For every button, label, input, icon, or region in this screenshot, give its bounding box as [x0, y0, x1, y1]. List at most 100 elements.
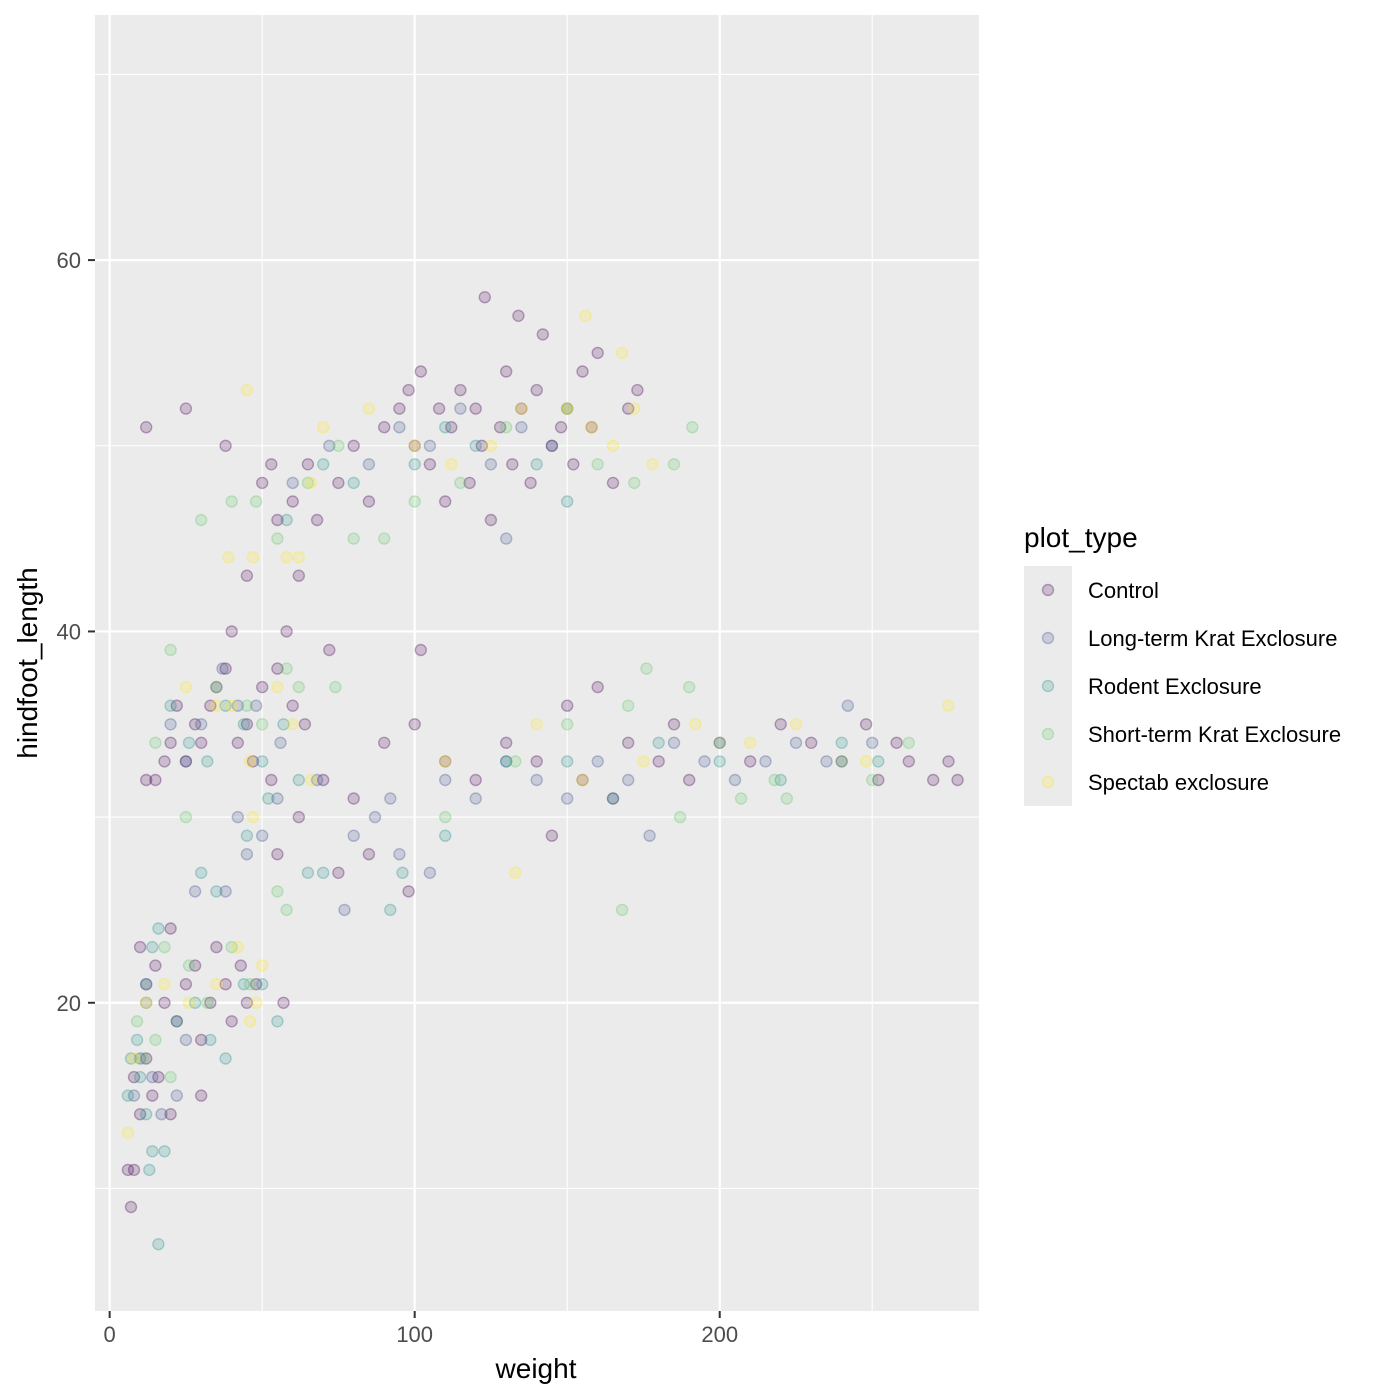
- data-point: [622, 736, 635, 749]
- data-point: [304, 476, 318, 490]
- data-point: [317, 458, 330, 471]
- data-point: [667, 718, 681, 731]
- data-point: [152, 1237, 165, 1251]
- data-point: [246, 810, 260, 824]
- data-point: [188, 996, 202, 1009]
- data-point: [469, 402, 482, 415]
- data-point: [484, 439, 498, 452]
- data-point: [332, 439, 345, 452]
- data-point: [622, 402, 635, 415]
- data-point: [271, 792, 284, 805]
- scatter-points: [121, 291, 964, 1251]
- data-point: [271, 848, 284, 861]
- data-point: [509, 755, 522, 768]
- axes: 0 100 200 20 40 60: [57, 248, 739, 1347]
- legend-key-point: [1041, 631, 1055, 645]
- data-point: [561, 402, 574, 415]
- data-point: [240, 699, 254, 712]
- data-point: [292, 773, 305, 787]
- data-point: [384, 792, 397, 805]
- data-point: [139, 1052, 153, 1065]
- data-point: [292, 810, 305, 824]
- data-point: [393, 848, 406, 861]
- data-point: [332, 476, 345, 490]
- data-point: [902, 755, 915, 768]
- data-point: [686, 421, 699, 434]
- data-point: [231, 810, 245, 824]
- data-point: [567, 458, 580, 471]
- data-point: [423, 866, 437, 879]
- data-point: [789, 718, 803, 731]
- data-point: [124, 1200, 138, 1214]
- legend-keys: Control Long-term Krat Exclosure Rodent Ex…: [1041, 578, 1341, 795]
- data-point: [127, 1089, 141, 1102]
- data-point: [805, 736, 818, 749]
- data-point: [265, 773, 278, 787]
- data-point: [286, 718, 299, 731]
- y-tick-label: 60: [57, 248, 81, 273]
- data-point: [408, 458, 421, 471]
- data-point: [713, 736, 726, 749]
- data-point: [454, 476, 467, 490]
- data-point: [201, 755, 214, 768]
- data-point: [332, 866, 345, 879]
- data-point: [121, 1089, 135, 1102]
- data-point: [146, 940, 159, 954]
- data-point: [713, 736, 726, 749]
- data-point: [164, 1070, 177, 1084]
- data-point: [890, 736, 903, 749]
- data-point: [240, 569, 254, 582]
- series-short-term-krat-exclosure: [130, 402, 915, 1084]
- data-point: [362, 848, 376, 861]
- data-point: [579, 309, 592, 322]
- data-point: [182, 959, 196, 972]
- data-point: [256, 718, 269, 731]
- data-point: [265, 458, 278, 471]
- data-point: [317, 773, 330, 787]
- data-point: [271, 662, 284, 675]
- data-point: [133, 940, 147, 954]
- data-point: [734, 792, 748, 805]
- data-point: [164, 643, 177, 657]
- data-point: [646, 458, 659, 471]
- data-point: [478, 291, 491, 304]
- data-point: [615, 903, 629, 917]
- data-point: [927, 773, 940, 787]
- data-point: [530, 383, 543, 397]
- data-point: [158, 940, 171, 954]
- data-point: [561, 755, 574, 768]
- plot-panel: [95, 15, 979, 1311]
- data-point: [237, 718, 251, 731]
- data-point: [256, 959, 269, 972]
- data-point: [164, 718, 177, 731]
- data-point: [292, 680, 305, 694]
- data-point: [292, 569, 305, 582]
- data-point: [622, 773, 635, 787]
- data-point: [606, 439, 620, 452]
- data-point: [530, 773, 543, 787]
- data-point: [554, 421, 568, 434]
- data-point: [292, 551, 305, 564]
- data-point: [835, 755, 848, 768]
- data-point: [139, 996, 153, 1009]
- data-point: [262, 792, 275, 805]
- data-point: [576, 773, 589, 787]
- data-point: [689, 718, 702, 731]
- data-point: [170, 1015, 184, 1028]
- data-point: [277, 996, 290, 1009]
- data-point: [323, 643, 336, 657]
- data-point: [219, 662, 232, 675]
- data-point: [652, 755, 665, 768]
- data-point: [310, 513, 324, 527]
- data-point: [164, 736, 177, 749]
- data-point: [859, 755, 873, 768]
- data-point: [240, 848, 254, 861]
- data-point: [121, 1126, 135, 1140]
- data-point: [439, 829, 452, 842]
- data-point: [402, 885, 415, 898]
- legend-title: plot_type: [1024, 522, 1138, 553]
- data-point: [170, 699, 184, 712]
- data-point: [439, 773, 452, 787]
- data-point: [484, 458, 498, 471]
- data-point: [780, 792, 793, 805]
